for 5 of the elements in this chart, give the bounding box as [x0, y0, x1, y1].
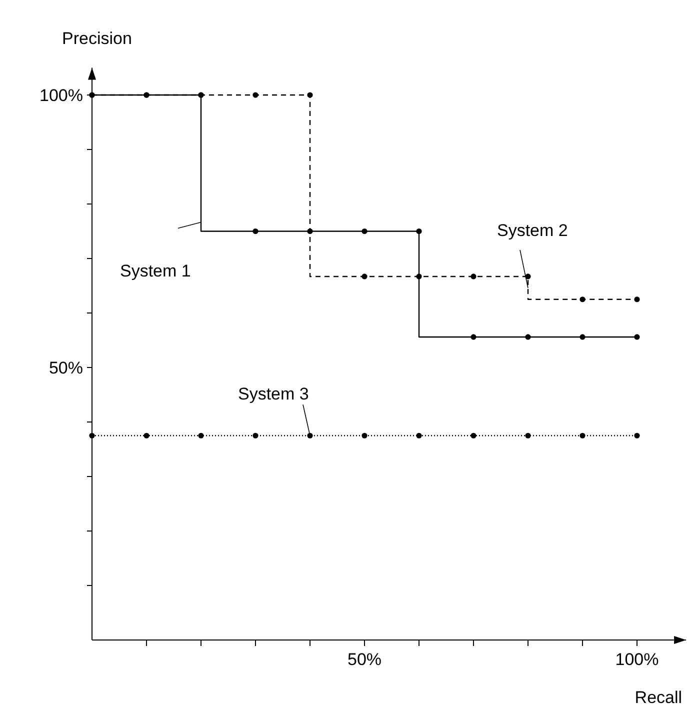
x-axis-title: Recall [634, 688, 682, 707]
series-label: System 1 [120, 261, 191, 280]
y-axis-title: Precision [62, 28, 132, 48]
series-label: System 3 [238, 384, 309, 404]
text: System 2 [497, 220, 568, 240]
